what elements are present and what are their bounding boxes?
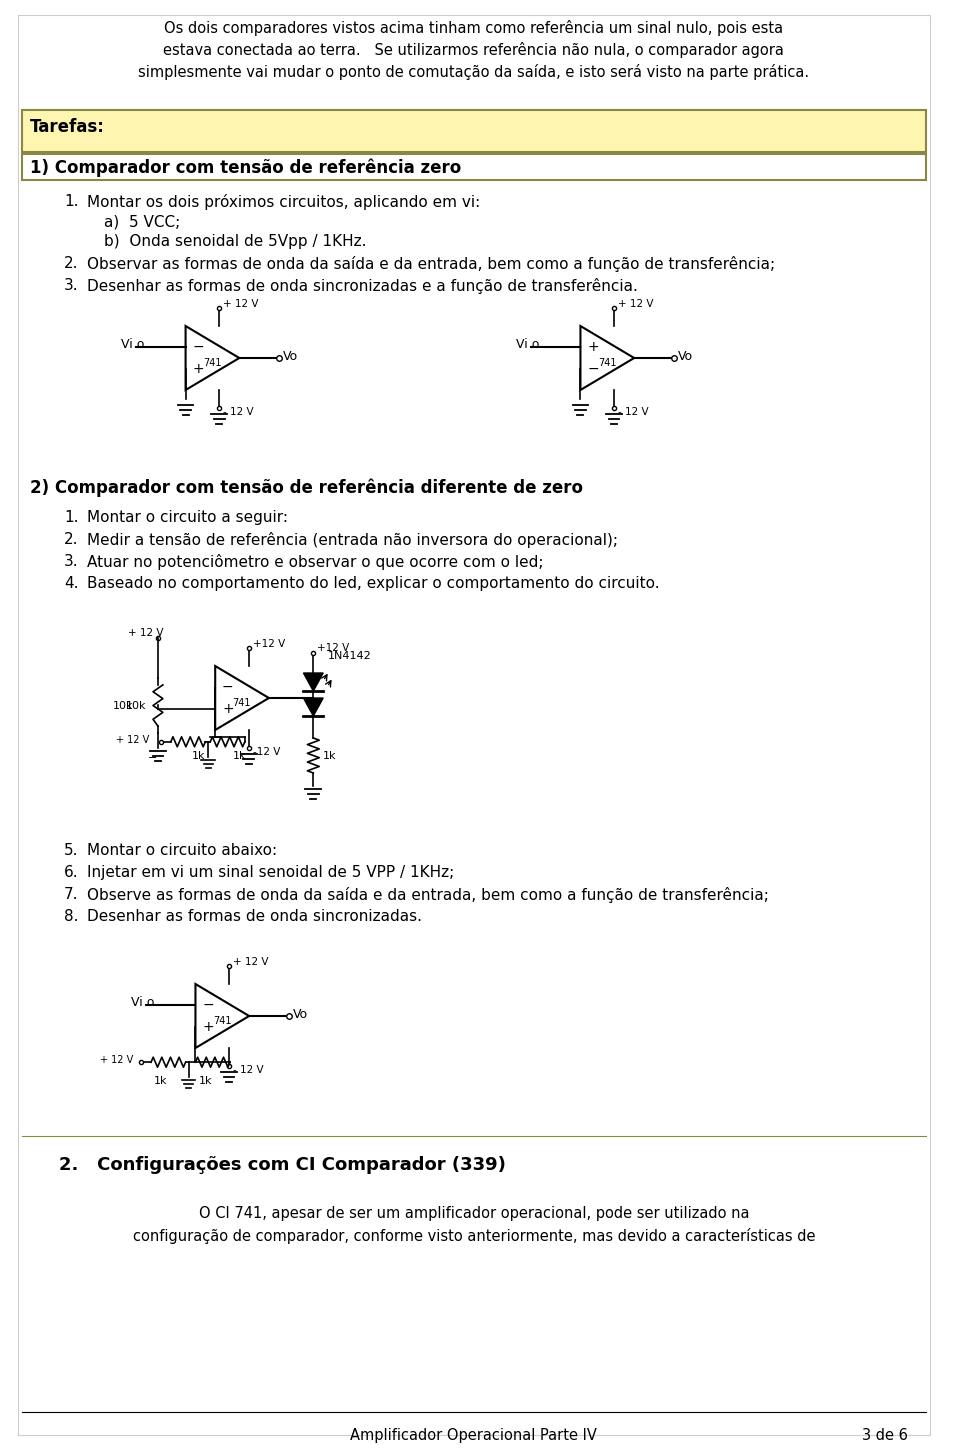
Text: 2.: 2. [64, 257, 79, 271]
Text: Vi o: Vi o [516, 338, 540, 351]
Text: -12 V: -12 V [252, 747, 280, 757]
Text: + 12 V: + 12 V [129, 628, 164, 638]
Text: 5.: 5. [64, 842, 79, 858]
Text: 7.: 7. [64, 887, 79, 902]
Text: −: − [588, 362, 599, 376]
Text: Vo: Vo [283, 349, 298, 362]
Text: - 12 V: - 12 V [618, 407, 649, 418]
Text: Montar o circuito a seguir:: Montar o circuito a seguir: [86, 510, 288, 525]
Text: Observar as formas de onda da saída e da entrada, bem como a função de transferê: Observar as formas de onda da saída e da… [86, 257, 775, 273]
Text: 2.   Configurações com CI Comparador (339): 2. Configurações com CI Comparador (339) [60, 1156, 506, 1174]
Text: 3.: 3. [64, 278, 79, 293]
Polygon shape [303, 673, 324, 692]
Text: +12 V: +12 V [317, 642, 349, 652]
Text: 1.: 1. [64, 194, 79, 209]
Text: 741: 741 [203, 358, 222, 368]
Text: +12 V: +12 V [252, 639, 285, 650]
Text: Desenhar as formas de onda sincronizadas.: Desenhar as formas de onda sincronizadas… [86, 909, 421, 924]
Text: 741: 741 [232, 697, 252, 708]
Text: + 12 V: + 12 V [223, 299, 258, 309]
Text: + 12 V: + 12 V [233, 957, 269, 967]
Text: 1k: 1k [233, 751, 247, 761]
Text: −: − [203, 998, 214, 1012]
Text: estava conectada ao terra.   Se utilizarmos referência não nula, o comparador ag: estava conectada ao terra. Se utilizarmo… [163, 42, 784, 58]
Text: −: − [148, 753, 157, 763]
Text: Desenhar as formas de onda sincronizadas e a função de transferência.: Desenhar as formas de onda sincronizadas… [86, 278, 637, 294]
Text: Montar os dois próximos circuitos, aplicando em vi:: Montar os dois próximos circuitos, aplic… [86, 194, 480, 210]
Text: Injetar em vi um sinal senoidal de 5 VPP / 1KHz;: Injetar em vi um sinal senoidal de 5 VPP… [86, 866, 454, 880]
Text: a)  5 VCC;: a) 5 VCC; [104, 215, 180, 229]
Text: Medir a tensão de referência (entrada não inversora do operacional);: Medir a tensão de referência (entrada nã… [86, 532, 618, 548]
Text: 10k: 10k [112, 700, 133, 710]
Text: + 12 V: + 12 V [116, 735, 149, 745]
Text: 1) Comparador com tensão de referência zero: 1) Comparador com tensão de referência z… [30, 158, 461, 177]
Text: - 12 V: - 12 V [223, 407, 253, 418]
Text: + 12 V: + 12 V [618, 299, 654, 309]
Text: +: + [588, 339, 599, 354]
Polygon shape [303, 697, 324, 716]
Text: 6.: 6. [64, 866, 79, 880]
Text: O CI 741, apesar de ser um amplificador operacional, pode ser utilizado na: O CI 741, apesar de ser um amplificador … [199, 1206, 749, 1221]
Text: 1k: 1k [192, 751, 205, 761]
Text: 741: 741 [598, 358, 616, 368]
Text: +: + [192, 362, 204, 376]
Text: 4.: 4. [64, 576, 79, 592]
Text: 1k: 1k [155, 1076, 168, 1086]
Text: Montar o circuito abaixo:: Montar o circuito abaixo: [86, 842, 277, 858]
Text: b)  Onda senoidal de 5Vpp / 1KHz.: b) Onda senoidal de 5Vpp / 1KHz. [104, 233, 366, 249]
Text: Baseado no comportamento do led, explicar o comportamento do circuito.: Baseado no comportamento do led, explica… [86, 576, 660, 592]
Bar [22, 110, 926, 152]
Text: 3 de 6: 3 de 6 [862, 1428, 908, 1443]
Text: −: − [192, 339, 204, 354]
Text: 1N4142: 1N4142 [328, 651, 372, 661]
Text: Vi o: Vi o [121, 338, 145, 351]
Text: Atuar no potenciômetro e observar o que ocorre com o led;: Atuar no potenciômetro e observar o que … [86, 554, 543, 570]
Text: 1k: 1k [199, 1076, 212, 1086]
Text: 8.: 8. [64, 909, 79, 924]
Text: 1k: 1k [324, 751, 337, 760]
Text: Os dois comparadores vistos acima tinham como referência um sinal nulo, pois est: Os dois comparadores vistos acima tinham… [164, 20, 783, 36]
Text: Tarefas:: Tarefas: [30, 117, 105, 136]
Text: −: − [222, 680, 233, 693]
Text: 2) Comparador com tensão de referência diferente de zero: 2) Comparador com tensão de referência d… [30, 478, 583, 496]
Text: +: + [203, 1021, 214, 1034]
Text: 1.: 1. [64, 510, 79, 525]
Text: +: + [222, 702, 233, 716]
Text: simplesmente vai mudar o ponto de comutação da saída, e isto será visto na parte: simplesmente vai mudar o ponto de comuta… [138, 64, 809, 80]
Text: + 12 V: + 12 V [100, 1056, 133, 1066]
Text: 2.: 2. [64, 532, 79, 547]
Text: 3.: 3. [64, 554, 79, 568]
Text: Vo: Vo [293, 1008, 308, 1021]
Text: Vi o: Vi o [132, 996, 155, 1009]
Text: 741: 741 [213, 1016, 231, 1027]
Text: Amplificador Operacional Parte IV: Amplificador Operacional Parte IV [350, 1428, 597, 1443]
Text: configuração de comparador, conforme visto anteriormente, mas devido a caracterí: configuração de comparador, conforme vis… [132, 1228, 815, 1244]
Text: 10k: 10k [126, 700, 146, 710]
Text: Vo: Vo [678, 349, 693, 362]
Text: - 12 V: - 12 V [233, 1064, 264, 1074]
Text: Observe as formas de onda da saída e da entrada, bem como a função de transferên: Observe as formas de onda da saída e da … [86, 887, 769, 903]
Bar [22, 154, 926, 180]
